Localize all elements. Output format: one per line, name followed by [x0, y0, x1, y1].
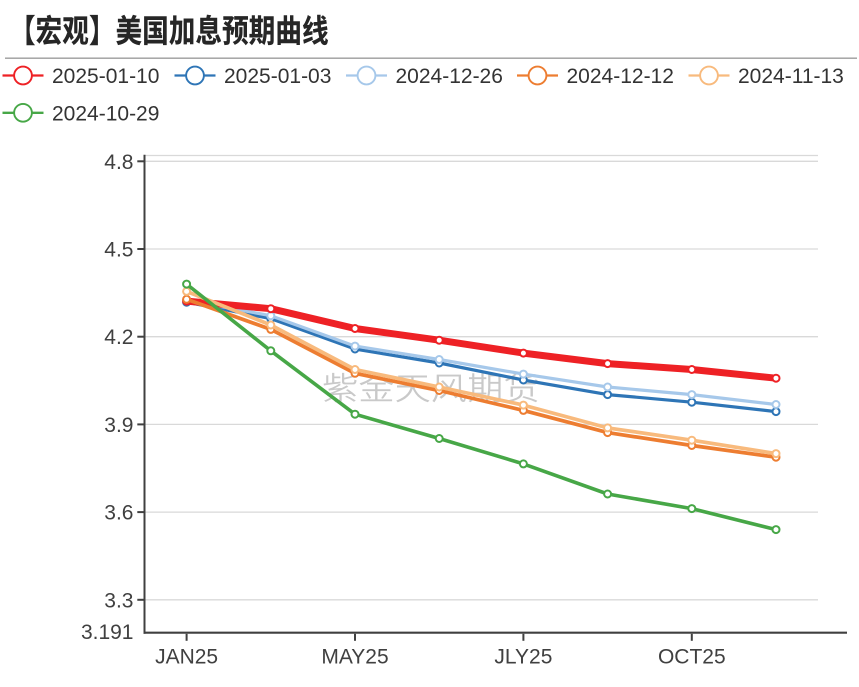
svg-text:3.191: 3.191 — [81, 621, 134, 644]
svg-text:2024-12-12: 2024-12-12 — [567, 65, 674, 88]
svg-text:3.6: 3.6 — [104, 502, 133, 525]
svg-text:MAY25: MAY25 — [321, 646, 388, 669]
svg-text:OCT25: OCT25 — [658, 646, 726, 669]
svg-text:2024-11-13: 2024-11-13 — [738, 65, 844, 88]
svg-text:JLY25: JLY25 — [494, 646, 552, 669]
svg-text:2025-01-10: 2025-01-10 — [52, 65, 159, 88]
svg-text:4.8: 4.8 — [104, 151, 133, 174]
svg-text:3.9: 3.9 — [104, 414, 133, 437]
svg-text:3.3: 3.3 — [104, 589, 133, 612]
svg-text:2024-10-29: 2024-10-29 — [52, 102, 159, 125]
svg-text:4.5: 4.5 — [104, 239, 133, 262]
svg-text:JAN25: JAN25 — [155, 646, 218, 669]
svg-text:2024-12-26: 2024-12-26 — [396, 65, 503, 88]
svg-text:2025-01-03: 2025-01-03 — [224, 65, 331, 88]
svg-text:4.2: 4.2 — [104, 326, 133, 349]
